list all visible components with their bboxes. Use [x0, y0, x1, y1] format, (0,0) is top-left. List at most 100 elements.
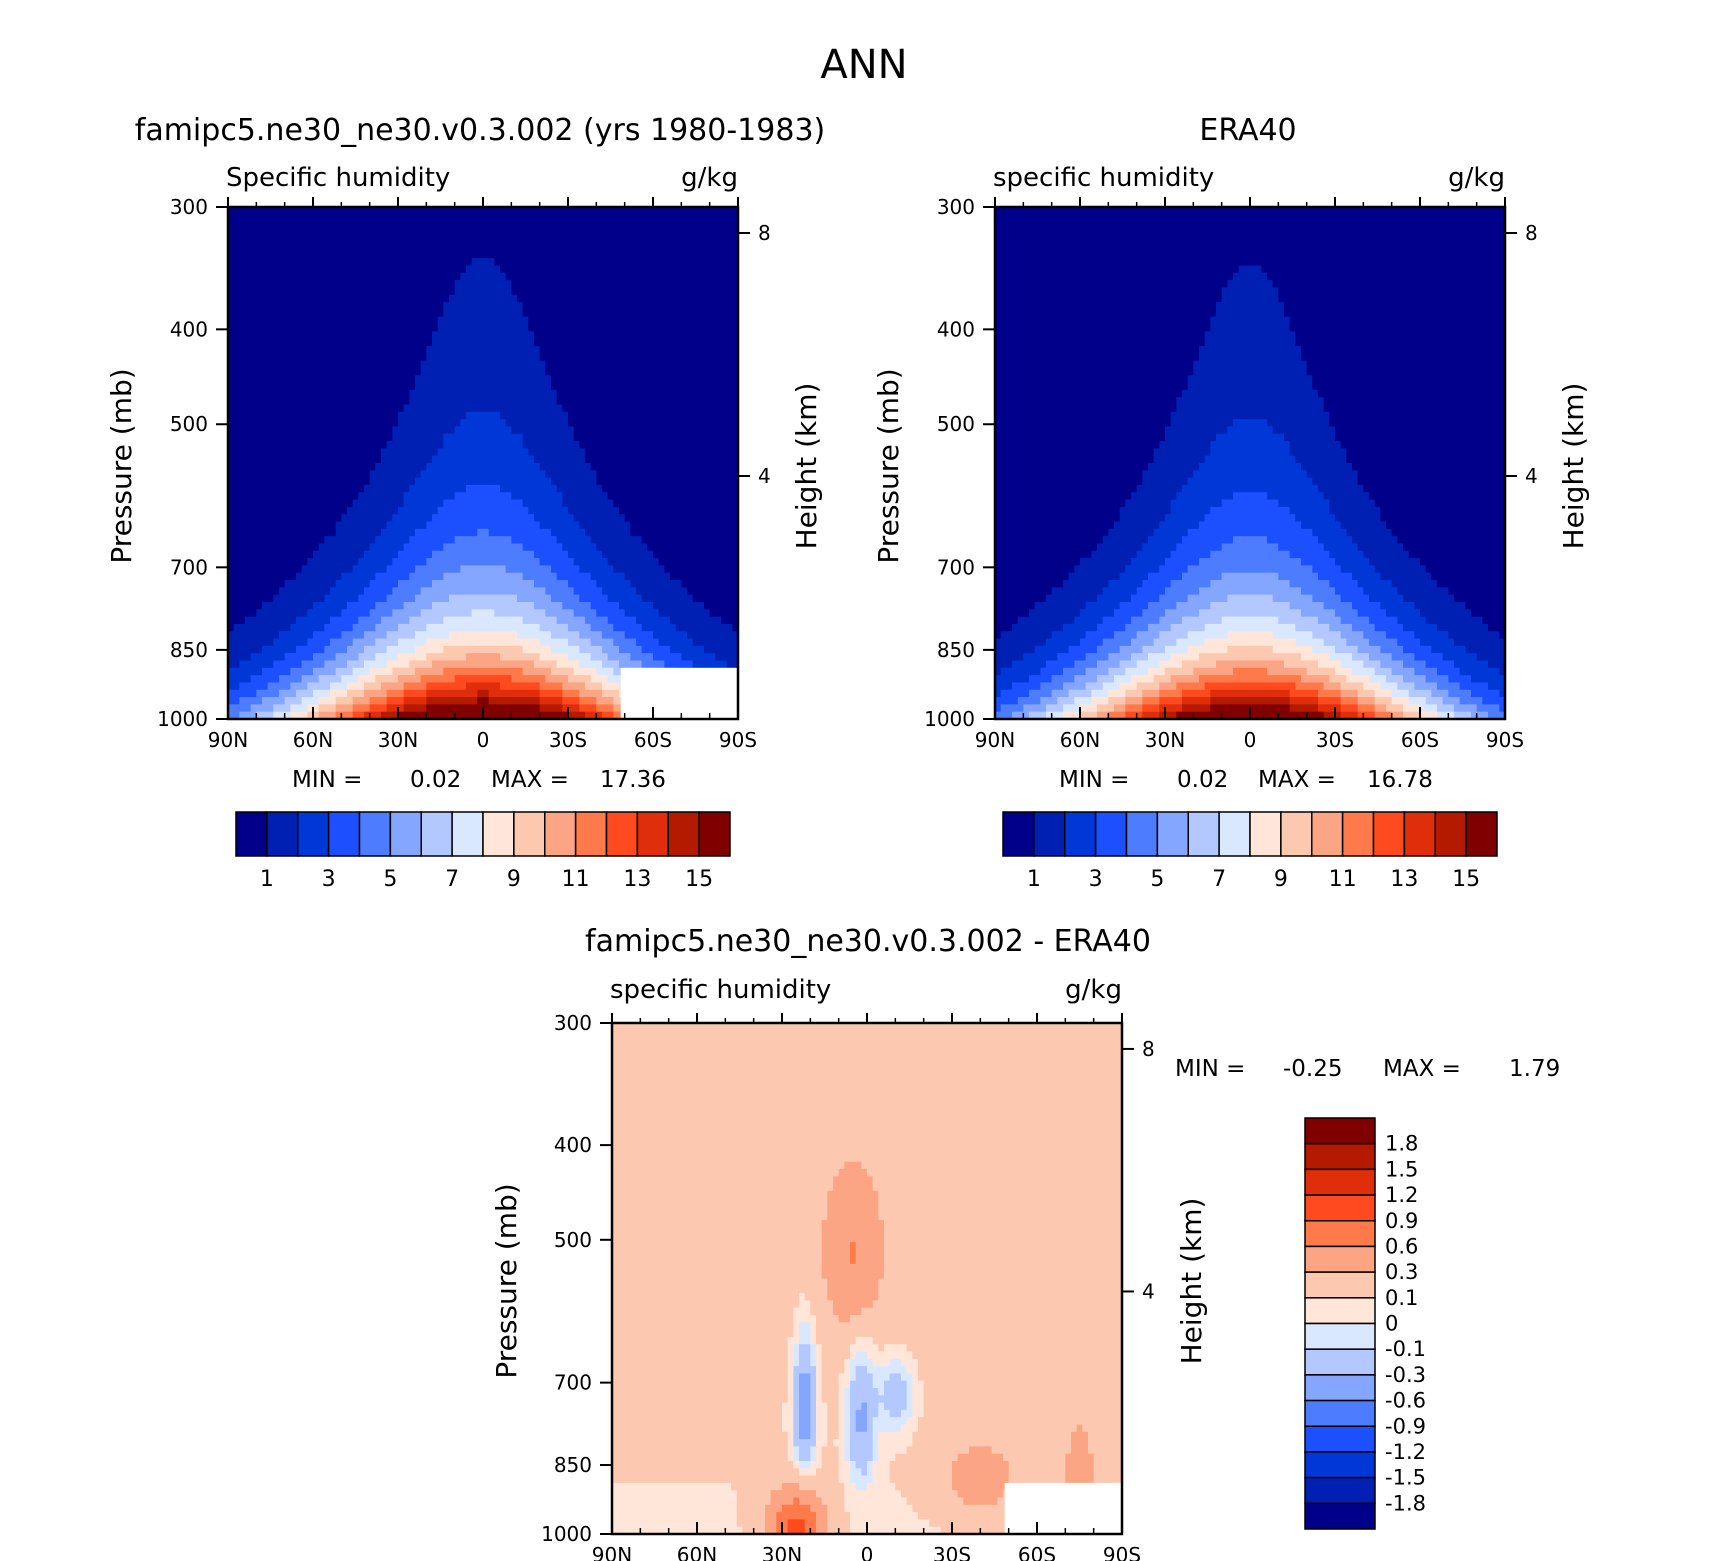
heatmap-cell — [256, 434, 262, 442]
heatmap-cell — [619, 419, 625, 427]
heatmap-cell — [290, 514, 296, 522]
heatmap-cell — [426, 361, 432, 369]
heatmap-cell — [489, 397, 495, 405]
heatmap-cell — [375, 280, 381, 288]
heatmap-cell — [517, 595, 523, 603]
heatmap-cell — [245, 368, 251, 376]
heatmap-cell — [302, 448, 308, 456]
heatmap-cell — [443, 551, 449, 559]
heatmap-cell — [262, 375, 268, 383]
heatmap-cell — [296, 331, 302, 339]
heatmap-cell — [625, 646, 631, 654]
heatmap-cell — [472, 704, 478, 712]
heatmap-cell — [234, 375, 240, 383]
heatmap-cell — [262, 280, 268, 288]
heatmap-cell — [506, 397, 512, 405]
heatmap-cell — [613, 456, 619, 464]
heatmap-cell — [370, 222, 376, 230]
heatmap-cell — [591, 573, 597, 581]
heatmap-cell — [341, 353, 347, 361]
heatmap-cell — [591, 690, 597, 698]
heatmap-cell — [290, 244, 296, 252]
heatmap-cell — [534, 580, 540, 588]
heatmap-cell — [511, 295, 517, 303]
heatmap-cell — [290, 587, 296, 595]
heatmap-cell — [279, 397, 285, 405]
heatmap-cell — [330, 287, 336, 295]
heatmap-cell — [404, 244, 410, 252]
heatmap-cell — [551, 558, 557, 566]
heatmap-cell — [330, 295, 336, 303]
heatmap-cell — [466, 697, 472, 705]
heatmap-cell — [347, 456, 353, 464]
heatmap-cell — [404, 558, 410, 566]
heatmap-cell — [324, 229, 330, 237]
heatmap-cell — [534, 478, 540, 486]
heatmap-cell — [375, 302, 381, 310]
heatmap-cell — [273, 456, 279, 464]
heatmap-cell — [625, 463, 631, 471]
heatmap-cell — [387, 441, 393, 449]
heatmap-cell — [602, 617, 608, 625]
heatmap-cell — [585, 309, 591, 317]
heatmap-cell — [579, 675, 585, 683]
heatmap-cell — [591, 507, 597, 515]
heatmap-cell — [528, 368, 534, 376]
heatmap-cell — [364, 704, 370, 712]
heatmap-cell — [387, 573, 393, 581]
heatmap-cell — [245, 295, 251, 303]
heatmap-cell — [319, 492, 325, 500]
heatmap-cell — [545, 690, 551, 698]
heatmap-cell — [500, 390, 506, 398]
heatmap-cell — [404, 368, 410, 376]
heatmap-cell — [398, 441, 404, 449]
heatmap-cell — [273, 551, 279, 559]
heatmap-cell — [285, 470, 291, 478]
heatmap-cell — [409, 368, 415, 376]
heatmap-cell — [602, 229, 608, 237]
heatmap-cell — [613, 697, 619, 705]
heatmap-cell — [234, 361, 240, 369]
heatmap-cell — [472, 295, 478, 303]
heatmap-cell — [613, 492, 619, 500]
heatmap-cell — [455, 302, 461, 310]
heatmap-cell — [602, 500, 608, 508]
heatmap-cell — [551, 273, 557, 281]
heatmap-cell — [557, 287, 563, 295]
heatmap-cell — [245, 653, 251, 661]
heatmap-cell — [579, 624, 585, 632]
heatmap-cell — [579, 595, 585, 603]
heatmap-cell — [387, 463, 393, 471]
heatmap-cell — [415, 682, 421, 690]
heatmap-cell — [602, 302, 608, 310]
heatmap-cell — [528, 229, 534, 237]
heatmap-cell — [545, 514, 551, 522]
heatmap-cell — [296, 470, 302, 478]
heatmap-cell — [364, 470, 370, 478]
heatmap-cell — [591, 653, 597, 661]
heatmap-cell — [596, 287, 602, 295]
heatmap-cell — [494, 507, 500, 515]
heatmap-cell — [347, 463, 353, 471]
heatmap-cell — [239, 478, 245, 486]
heatmap-cell — [613, 412, 619, 420]
heatmap-cell — [494, 404, 500, 412]
heatmap-cell — [358, 309, 364, 317]
heatmap-cell — [591, 456, 597, 464]
heatmap-cell — [494, 580, 500, 588]
heatmap-cell — [613, 317, 619, 325]
heatmap-cell — [426, 397, 432, 405]
heatmap-cell — [455, 536, 461, 544]
heatmap-cell — [540, 383, 546, 391]
heatmap-cell — [370, 514, 376, 522]
heatmap-cell — [375, 704, 381, 712]
heatmap-cell — [262, 441, 268, 449]
heatmap-cell — [353, 624, 359, 632]
heatmap-cell — [517, 456, 523, 464]
heatmap-cell — [324, 441, 330, 449]
heatmap-cell — [551, 383, 557, 391]
heatmap-cell — [619, 302, 625, 310]
heatmap-cell — [358, 543, 364, 551]
heatmap-cell — [489, 244, 495, 252]
heatmap-cell — [466, 485, 472, 493]
